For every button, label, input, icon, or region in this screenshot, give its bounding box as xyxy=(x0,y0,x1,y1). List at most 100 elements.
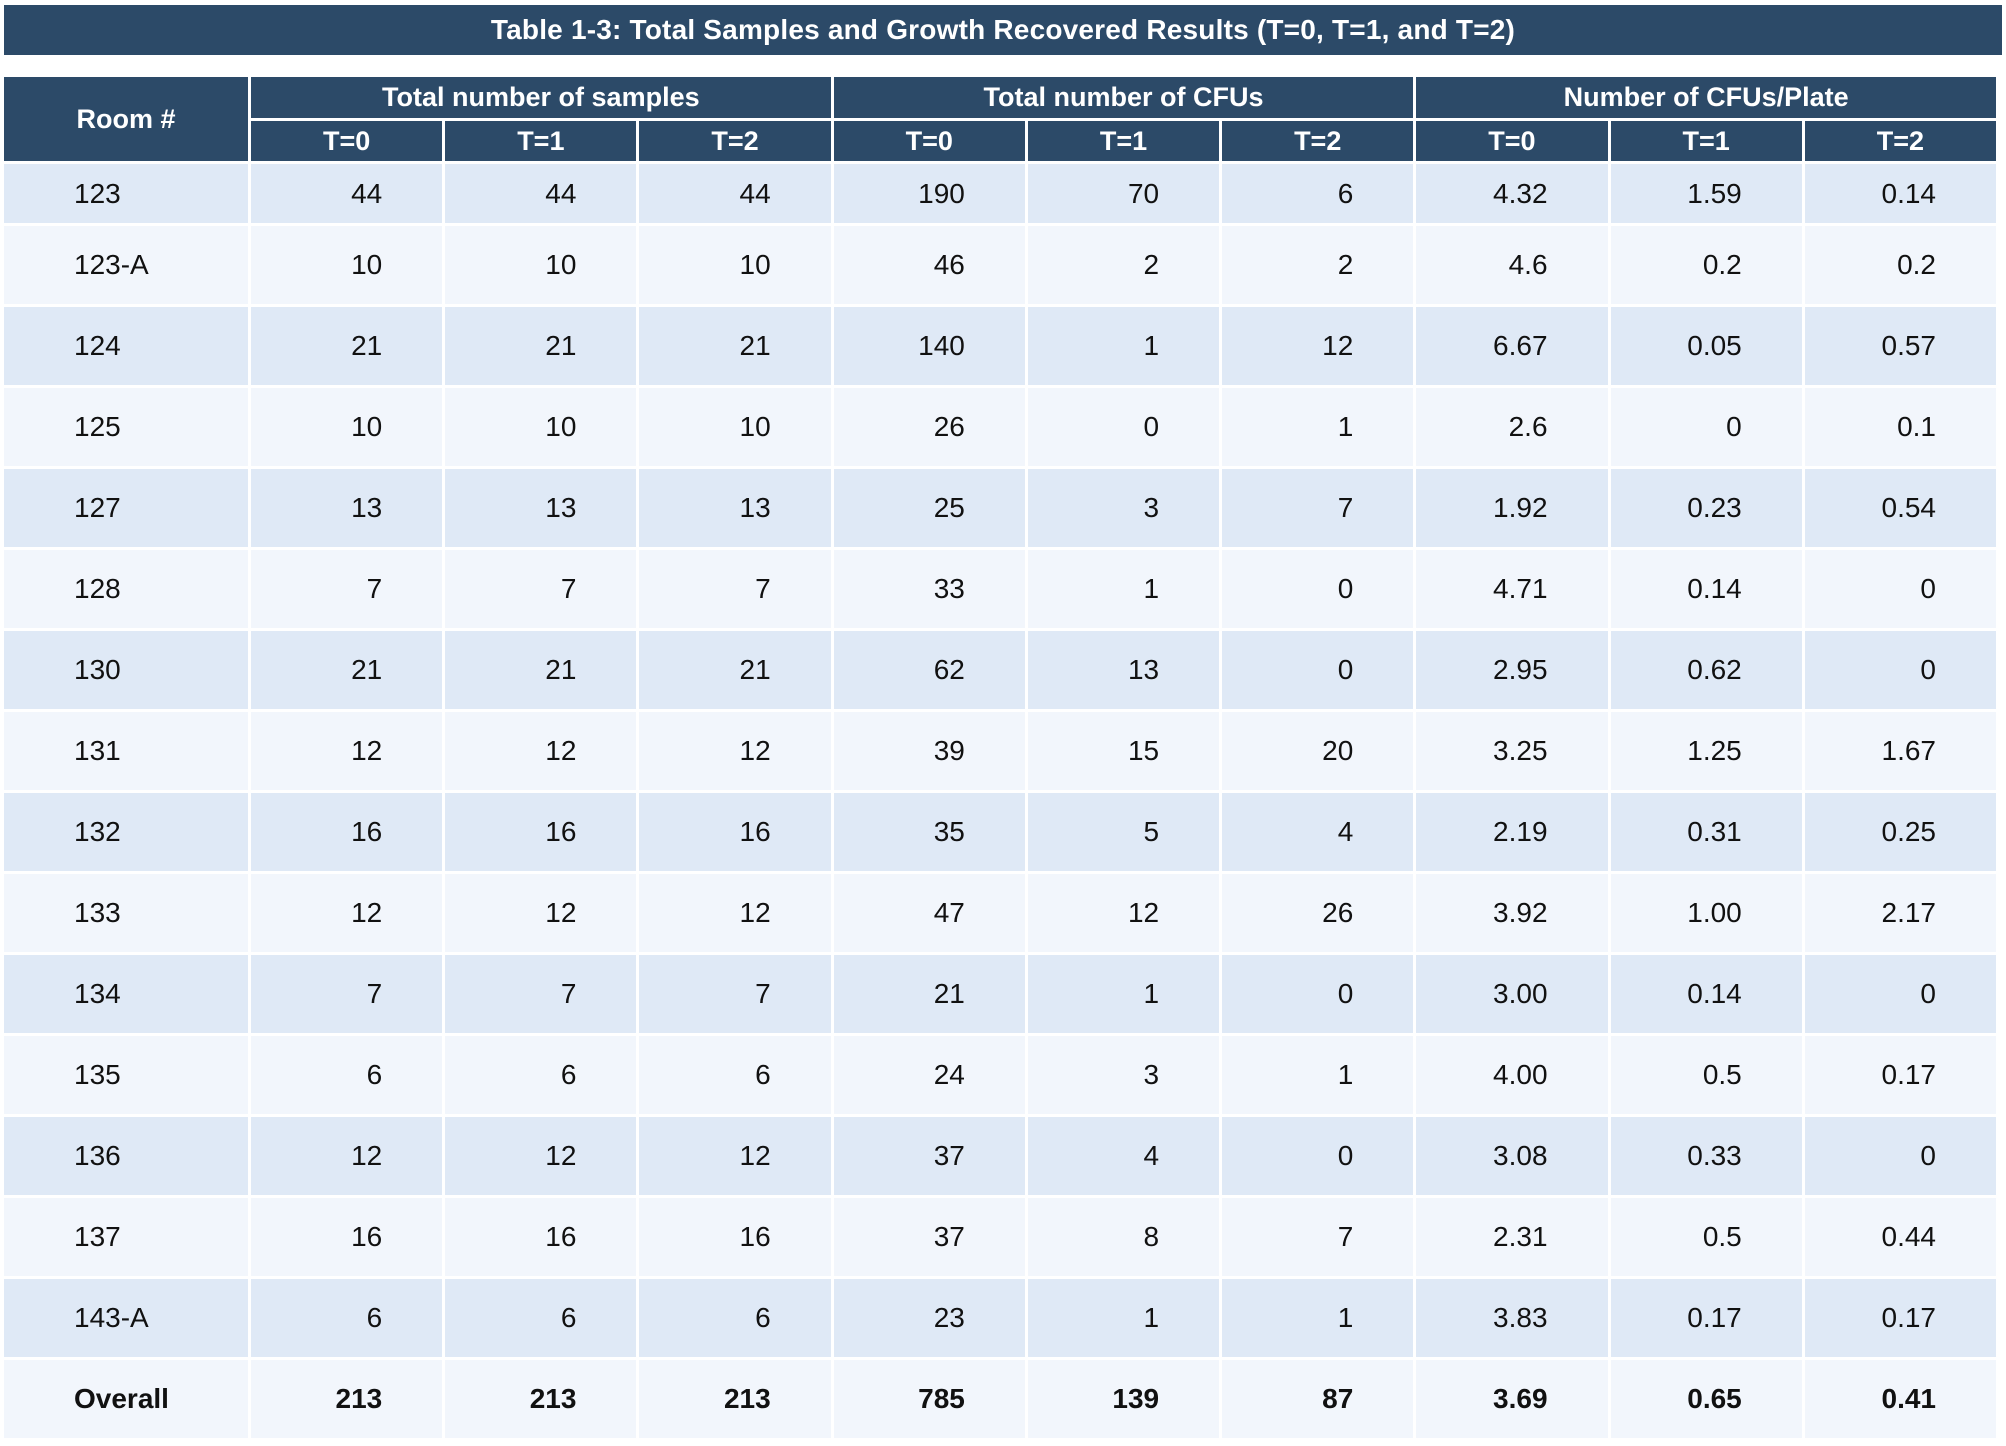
value-cell: 46 xyxy=(833,226,1025,304)
subheader-cell: T=0 xyxy=(833,121,1025,161)
header-group-cfus: Total number of CFUs xyxy=(833,77,1414,118)
room-cell: 134 xyxy=(4,955,248,1033)
value-cell: 1 xyxy=(1222,388,1414,466)
value-cell: 190 xyxy=(833,164,1025,223)
value-cell: 6 xyxy=(251,1279,443,1357)
value-cell: 0 xyxy=(1804,550,1996,628)
table-row: 131 12 12 12 39 15 20 3.25 1.25 1.67 xyxy=(4,712,1996,790)
table-header: Room # Total number of samples Total num… xyxy=(4,77,1996,161)
value-cell: 7 xyxy=(251,955,443,1033)
value-cell: 6 xyxy=(1222,164,1414,223)
value-cell: 1 xyxy=(1027,955,1220,1033)
value-cell: 44 xyxy=(639,164,831,223)
value-cell: 785 xyxy=(833,1360,1025,1438)
value-cell: 1 xyxy=(1222,1036,1414,1114)
value-cell: 13 xyxy=(639,469,831,547)
value-cell: 0.14 xyxy=(1610,955,1802,1033)
value-cell: 10 xyxy=(639,388,831,466)
value-cell: 44 xyxy=(251,164,443,223)
value-cell: 7 xyxy=(445,955,637,1033)
value-cell: 140 xyxy=(833,307,1025,385)
room-cell: 143-A xyxy=(4,1279,248,1357)
value-cell: 0.17 xyxy=(1610,1279,1802,1357)
value-cell: 1.59 xyxy=(1610,164,1802,223)
value-cell: 3 xyxy=(1027,469,1220,547)
value-cell: 12 xyxy=(251,874,443,952)
table-row: 130 21 21 21 62 13 0 2.95 0.62 0 xyxy=(4,631,1996,709)
subheader-cell: T=1 xyxy=(1027,121,1220,161)
table-row: 123 44 44 44 190 70 6 4.32 1.59 0.14 xyxy=(4,164,1996,223)
value-cell: 0.54 xyxy=(1804,469,1996,547)
value-cell: 10 xyxy=(251,388,443,466)
value-cell: 0.5 xyxy=(1610,1036,1802,1114)
value-cell: 21 xyxy=(445,631,637,709)
value-cell: 139 xyxy=(1027,1360,1220,1438)
table-row: 136 12 12 12 37 4 0 3.08 0.33 0 xyxy=(4,1117,1996,1195)
table-row: 135 6 6 6 24 3 1 4.00 0.5 0.17 xyxy=(4,1036,1996,1114)
value-cell: 0.2 xyxy=(1804,226,1996,304)
value-cell: 1.92 xyxy=(1416,469,1608,547)
value-cell: 2.17 xyxy=(1804,874,1996,952)
room-cell: 130 xyxy=(4,631,248,709)
subheader-cell: T=1 xyxy=(1610,121,1802,161)
value-cell: 10 xyxy=(639,226,831,304)
value-cell: 2 xyxy=(1027,226,1220,304)
value-cell: 3.25 xyxy=(1416,712,1608,790)
value-cell: 0.62 xyxy=(1610,631,1802,709)
value-cell: 2.6 xyxy=(1416,388,1608,466)
value-cell: 0.05 xyxy=(1610,307,1802,385)
results-table: Room # Total number of samples Total num… xyxy=(1,74,1999,1441)
value-cell: 23 xyxy=(833,1279,1025,1357)
value-cell: 37 xyxy=(833,1198,1025,1276)
table-row: 137 16 16 16 37 8 7 2.31 0.5 0.44 xyxy=(4,1198,1996,1276)
value-cell: 2 xyxy=(1222,226,1414,304)
value-cell: 87 xyxy=(1222,1360,1414,1438)
value-cell: 26 xyxy=(1222,874,1414,952)
table-row: 132 16 16 16 35 5 4 2.19 0.31 0.25 xyxy=(4,793,1996,871)
room-cell: 133 xyxy=(4,874,248,952)
value-cell: 10 xyxy=(251,226,443,304)
value-cell: 8 xyxy=(1027,1198,1220,1276)
value-cell: 33 xyxy=(833,550,1025,628)
value-cell: 24 xyxy=(833,1036,1025,1114)
value-cell: 16 xyxy=(251,1198,443,1276)
value-cell: 0 xyxy=(1222,1117,1414,1195)
value-cell: 0 xyxy=(1610,388,1802,466)
value-cell: 213 xyxy=(639,1360,831,1438)
value-cell: 21 xyxy=(639,307,831,385)
room-cell: 124 xyxy=(4,307,248,385)
subheader-cell: T=0 xyxy=(1416,121,1608,161)
value-cell: 3.83 xyxy=(1416,1279,1608,1357)
value-cell: 2.19 xyxy=(1416,793,1608,871)
value-cell: 0.23 xyxy=(1610,469,1802,547)
table-row: 134 7 7 7 21 1 0 3.00 0.14 0 xyxy=(4,955,1996,1033)
table-body: 123 44 44 44 190 70 6 4.32 1.59 0.14 123-A 10 10 10 46… xyxy=(4,164,1996,1438)
room-cell: 123-A xyxy=(4,226,248,304)
value-cell: 0.5 xyxy=(1610,1198,1802,1276)
value-cell: 0.25 xyxy=(1804,793,1996,871)
total-row: Overall 213 213 213 785 139 87 3.69 0.65 0.41 xyxy=(4,1360,1996,1438)
value-cell: 20 xyxy=(1222,712,1414,790)
value-cell: 12 xyxy=(251,1117,443,1195)
value-cell: 0.44 xyxy=(1804,1198,1996,1276)
value-cell: 1 xyxy=(1027,550,1220,628)
room-cell: 136 xyxy=(4,1117,248,1195)
room-cell: 127 xyxy=(4,469,248,547)
value-cell: 12 xyxy=(251,712,443,790)
value-cell: 2.31 xyxy=(1416,1198,1608,1276)
value-cell: 6 xyxy=(445,1036,637,1114)
value-cell: 0.33 xyxy=(1610,1117,1802,1195)
subheader-cell: T=2 xyxy=(1804,121,1996,161)
value-cell: 12 xyxy=(639,874,831,952)
value-cell: 21 xyxy=(445,307,637,385)
value-cell: 0.17 xyxy=(1804,1279,1996,1357)
value-cell: 6 xyxy=(639,1036,831,1114)
header-group-cfus-per-plate: Number of CFUs/Plate xyxy=(1416,77,1996,118)
value-cell: 10 xyxy=(445,226,637,304)
value-cell: 3 xyxy=(1027,1036,1220,1114)
value-cell: 7 xyxy=(251,550,443,628)
value-cell: 7 xyxy=(1222,1198,1414,1276)
value-cell: 0.2 xyxy=(1610,226,1802,304)
value-cell: 16 xyxy=(639,793,831,871)
value-cell: 13 xyxy=(1027,631,1220,709)
